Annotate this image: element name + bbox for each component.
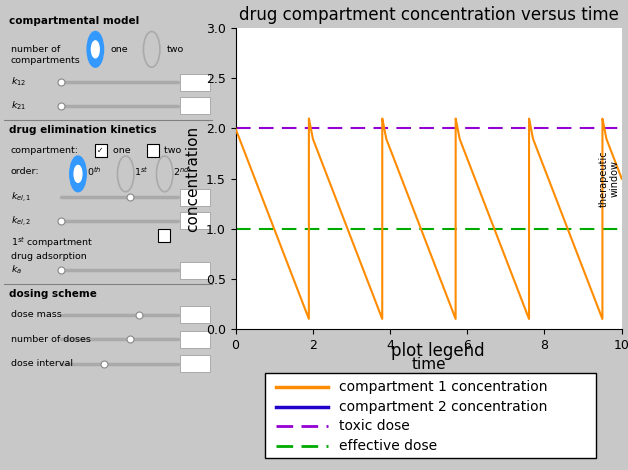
Text: ✓: ✓	[97, 146, 103, 156]
Text: one: one	[111, 45, 128, 54]
Title: drug compartment concentration versus time: drug compartment concentration versus ti…	[239, 6, 619, 24]
FancyBboxPatch shape	[180, 331, 210, 348]
Text: dosing scheme: dosing scheme	[9, 289, 97, 299]
Text: 7: 7	[188, 335, 195, 344]
Text: number of
compartments: number of compartments	[11, 45, 80, 65]
Y-axis label: concentration: concentration	[185, 125, 200, 232]
FancyBboxPatch shape	[180, 262, 210, 279]
FancyBboxPatch shape	[180, 189, 210, 206]
FancyBboxPatch shape	[180, 97, 210, 114]
FancyBboxPatch shape	[266, 373, 596, 458]
Text: therapeutic
window: therapeutic window	[599, 150, 620, 207]
Circle shape	[74, 165, 82, 182]
Text: 0: 0	[188, 78, 195, 87]
FancyBboxPatch shape	[158, 229, 170, 242]
Text: 0: 0	[188, 101, 195, 110]
Text: effective dose: effective dose	[339, 439, 437, 453]
Text: 0: 0	[188, 266, 195, 275]
Circle shape	[70, 156, 86, 192]
FancyBboxPatch shape	[180, 306, 210, 323]
Text: compartment 2 concentration: compartment 2 concentration	[339, 400, 547, 414]
Text: $k_{21}$: $k_{21}$	[11, 100, 26, 112]
FancyBboxPatch shape	[95, 144, 107, 157]
Text: 0: 0	[188, 216, 195, 226]
Text: number of doses: number of doses	[11, 335, 90, 344]
FancyBboxPatch shape	[148, 144, 160, 157]
X-axis label: time: time	[411, 357, 446, 372]
Text: two: two	[167, 45, 184, 54]
Text: 1$^{st}$: 1$^{st}$	[134, 165, 149, 178]
Text: drug elimination kinetics: drug elimination kinetics	[9, 125, 156, 134]
Text: dose interval: dose interval	[11, 359, 73, 368]
Text: compartmental model: compartmental model	[9, 16, 139, 26]
Circle shape	[92, 41, 99, 58]
Text: $k_{el,2}$: $k_{el,2}$	[11, 214, 31, 228]
Circle shape	[87, 31, 104, 67]
Text: compartment 1 concentration: compartment 1 concentration	[339, 380, 548, 394]
Text: 1$^{st}$ compartment
drug adsorption: 1$^{st}$ compartment drug adsorption	[11, 235, 93, 261]
Text: $k_{12}$: $k_{12}$	[11, 76, 26, 88]
Text: $k_{el,1}$: $k_{el,1}$	[11, 190, 31, 204]
FancyBboxPatch shape	[180, 355, 210, 372]
Text: 1.9: 1.9	[188, 359, 203, 368]
Text: 2$^{nd}$: 2$^{nd}$	[173, 165, 190, 178]
Text: dose mass: dose mass	[11, 310, 62, 320]
Text: 1.: 1.	[188, 193, 197, 202]
Text: 0$^{th}$: 0$^{th}$	[87, 165, 101, 178]
Text: compartment:: compartment:	[11, 146, 79, 155]
FancyBboxPatch shape	[180, 212, 210, 229]
Text: two: two	[161, 146, 181, 155]
Text: toxic dose: toxic dose	[339, 419, 409, 433]
Text: one: one	[111, 146, 131, 155]
Text: 2.: 2.	[188, 310, 197, 320]
Text: $k_a$: $k_a$	[11, 264, 22, 276]
Text: order:: order:	[11, 167, 40, 176]
Text: plot legend: plot legend	[391, 342, 485, 360]
FancyBboxPatch shape	[180, 74, 210, 91]
